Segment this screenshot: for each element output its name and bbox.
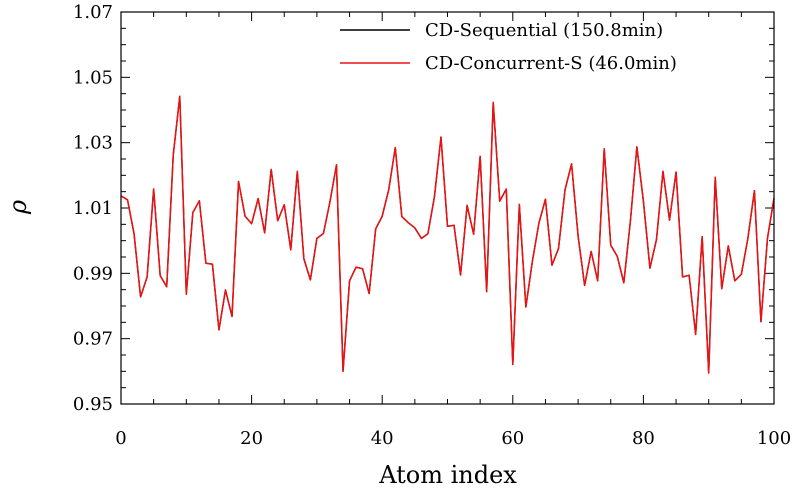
legend: CD-Sequential (150.8min) CD-Concurrent-S… [340, 20, 677, 74]
x-tick-label: 0 [115, 428, 126, 449]
y-axis-title: ρ [4, 200, 32, 215]
x-tick-label: 20 [240, 428, 263, 449]
legend-label-series-2: CD-Concurrent-S (46.0min) [425, 53, 677, 74]
y-tick-label: 1.07 [73, 2, 113, 23]
y-tick-label: 1.05 [73, 67, 113, 88]
x-axis-title: Atom index [378, 461, 517, 489]
legend-label-series-1: CD-Sequential (150.8min) [425, 20, 663, 41]
x-tick-label: 40 [371, 428, 394, 449]
x-tick-label: 100 [757, 428, 791, 449]
series-lines [120, 95, 775, 374]
y-tick-label: 0.99 [73, 263, 113, 284]
plot-frame [120, 11, 775, 405]
y-axis-ticks: 0.95 0.97 0.99 1.01 1.03 1.05 1.07 [73, 2, 774, 415]
series-line-1 [120, 95, 775, 374]
y-tick-label: 1.01 [73, 198, 113, 219]
y-tick-label: 0.97 [73, 329, 113, 350]
y-tick-label: 0.95 [73, 394, 113, 415]
x-tick-label: 60 [501, 428, 524, 449]
x-axis-ticks: 0 20 40 60 80 100 [115, 12, 791, 449]
series-line-2 [120, 95, 775, 374]
x-tick-label: 80 [632, 428, 655, 449]
y-tick-label: 1.03 [73, 133, 113, 154]
